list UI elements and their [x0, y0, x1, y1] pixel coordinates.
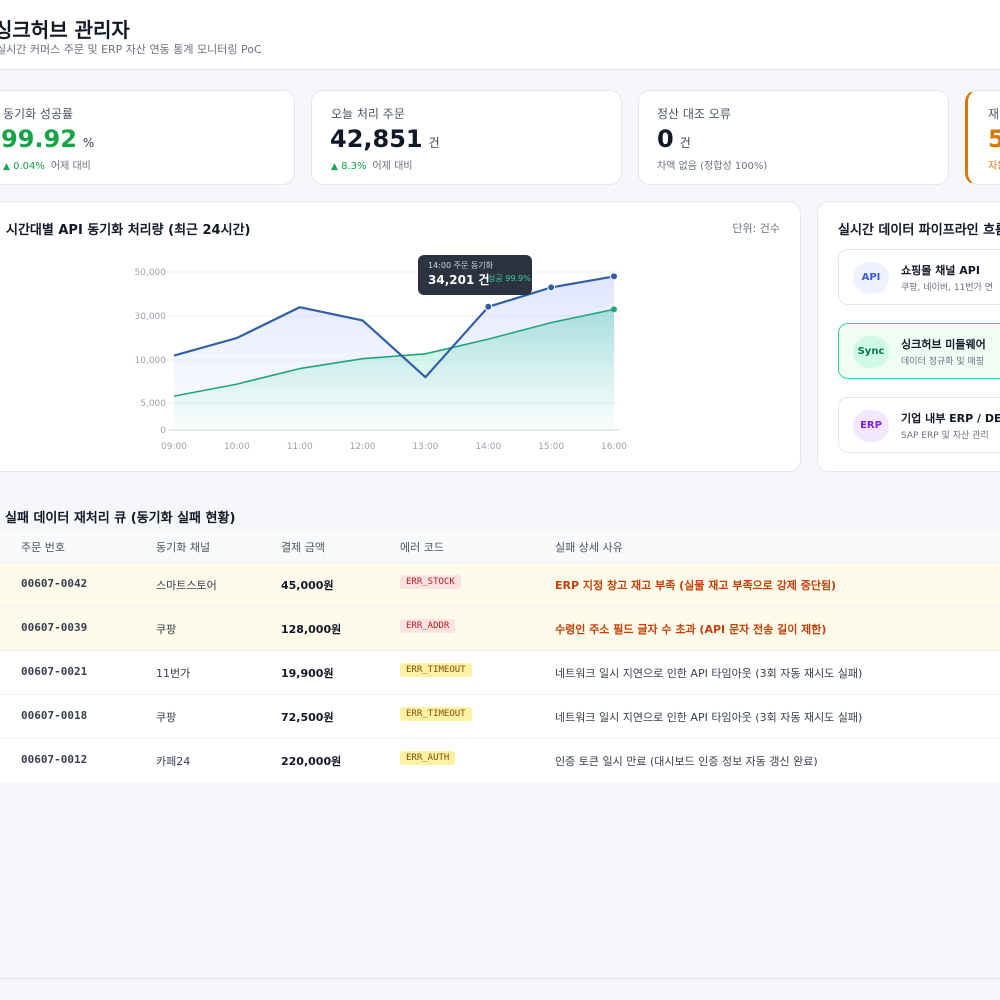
- kpi-label: 동기화 성공률: [3, 107, 74, 121]
- tooltip-time: 14:00 주문 동기화: [428, 261, 493, 270]
- pipeline-item-desc: 쿠팡, 네이버, 11번가 연: [901, 283, 993, 293]
- order-number: 00607-0018: [21, 709, 88, 722]
- column-header-amount: 결제 금액: [281, 541, 325, 554]
- tooltip-value: 34,201 건: [428, 273, 490, 287]
- kpi-card-sync-rate: 동기화 성공률 99.92% ▲ 0.04% 어제 대비: [0, 90, 295, 185]
- kpi-label: 정산 대조 오류: [657, 107, 731, 121]
- channel: 스마트스토어: [156, 579, 217, 592]
- amount: 128,000원: [281, 623, 342, 636]
- column-header-order: 주문 번호: [21, 541, 65, 554]
- page-title: 싱크허브 관리자: [0, 18, 130, 42]
- table-title: 실패 데이터 재처리 큐 (동기화 실패 현황): [5, 511, 236, 526]
- column-header-channel: 동기화 채널: [156, 541, 211, 554]
- sync-badge: Sync: [853, 336, 889, 368]
- failed-queue-section: 실패 데이터 재처리 큐 (동기화 실패 현황) 주문 번호 동기화 채널 결제…: [0, 490, 1000, 790]
- kpi-note: 자동: [988, 161, 1000, 172]
- pipeline-item-name: 싱크허브 미들웨어: [901, 338, 986, 351]
- column-header-reason: 실패 상세 사유: [555, 541, 623, 554]
- channel: 쿠팡: [156, 711, 177, 724]
- amount: 72,500원: [281, 711, 334, 724]
- amount: 45,000원: [281, 579, 334, 592]
- pipeline-card: 실시간 데이터 파이프라인 흐름 API 쇼핑몰 채널 API 쿠팡, 네이버,…: [817, 201, 1000, 472]
- failure-reason: 네트워크 일시 지연으로 인한 API 타임아웃 (3회 자동 재시도 실패): [555, 711, 863, 724]
- kpi-delta: ▲ 0.04% 어제 대비: [3, 161, 91, 172]
- pipeline-item-desc: SAP ERP 및 자산 관리: [901, 431, 989, 441]
- kpi-value: 42,851 건: [330, 125, 440, 153]
- error-code-badge: ERR_AUTH: [400, 751, 456, 765]
- kpi-label: 재: [988, 107, 1000, 121]
- failure-reason: 인증 토큰 일시 만료 (대시보드 인증 정보 자동 갱신 완료): [555, 755, 818, 768]
- table-row[interactable]: 00607-0042 스마트스토어 45,000원 ERR_STOCK ERP …: [0, 562, 1000, 606]
- pipeline-title: 실시간 데이터 파이프라인 흐름: [838, 223, 1000, 238]
- channel: 쿠팡: [156, 623, 177, 636]
- error-code-badge: ERR_ADDR: [400, 619, 456, 633]
- failure-reason: ERP 지정 창고 재고 부족 (실물 재고 부족으로 강제 중단됨): [555, 579, 837, 592]
- chart-tooltip: 14:00 주문 동기화 34,201 건 성공 99.9%: [418, 255, 532, 295]
- erp-badge: ERP: [853, 410, 889, 442]
- error-code-badge: ERR_TIMEOUT: [400, 663, 472, 677]
- page-header: 싱크허브 관리자 실시간 커머스 주문 및 ERP 자산 연동 통계 모니터링 …: [0, 0, 1000, 70]
- kpi-value: 5: [988, 125, 1000, 153]
- table-row[interactable]: 00607-0018 쿠팡 72,500원 ERR_TIMEOUT 네트워크 일…: [0, 694, 1000, 738]
- kpi-note: 차액 없음 (정합성 100%): [657, 161, 768, 172]
- pipeline-item-name: 기업 내부 ERP / DE: [901, 412, 1000, 425]
- order-number: 00607-0012: [21, 753, 88, 766]
- table-row[interactable]: 00607-0039 쿠팡 128,000원 ERR_ADDR 수령인 주소 필…: [0, 606, 1000, 650]
- order-number: 00607-0021: [21, 665, 88, 678]
- table-row[interactable]: 00607-0012 카페24 220,000원 ERR_AUTH 인증 토큰 …: [0, 738, 1000, 782]
- order-number: 00607-0039: [21, 621, 88, 634]
- arrow-up-icon: ▲: [3, 162, 10, 172]
- throughput-chart-card: 시간대별 API 동기화 처리량 (최근 24시간) 단위: 건수: [0, 201, 801, 472]
- channel: 카페24: [156, 755, 191, 768]
- column-header-error-code: 에러 코드: [400, 541, 444, 554]
- kpi-label: 오늘 처리 주문: [331, 107, 405, 121]
- failure-reason: 네트워크 일시 지연으로 인한 API 타임아웃 (3회 자동 재시도 실패): [555, 667, 863, 680]
- arrow-up-icon: ▲: [331, 162, 338, 172]
- pipeline-item-desc: 데이터 정규화 및 매핑: [901, 357, 985, 367]
- footer-divider: [0, 978, 1000, 979]
- table-row[interactable]: 00607-0021 11번가 19,900원 ERR_TIMEOUT 네트워크…: [0, 650, 1000, 694]
- failure-reason: 수령인 주소 필드 글자 수 초과 (API 문자 전송 길이 제한): [555, 623, 827, 636]
- pipeline-item-erp[interactable]: ERP 기업 내부 ERP / DE SAP ERP 및 자산 관리: [838, 397, 1000, 453]
- page-subtitle: 실시간 커머스 주문 및 ERP 자산 연동 통계 모니터링 PoC: [0, 43, 262, 56]
- order-number: 00607-0042: [21, 577, 88, 590]
- kpi-card-retry: 재 5 자동: [965, 90, 1000, 185]
- kpi-card-orders-today: 오늘 처리 주문 42,851 건 ▲ 8.3% 어제 대비: [311, 90, 622, 185]
- kpi-value: 99.92%: [1, 125, 95, 153]
- error-code-badge: ERR_STOCK: [400, 575, 461, 589]
- pipeline-item-middleware[interactable]: Sync 싱크허브 미들웨어 데이터 정규화 및 매핑: [838, 323, 1000, 379]
- pipeline-item-name: 쇼핑몰 채널 API: [901, 264, 980, 277]
- amount: 19,900원: [281, 667, 334, 680]
- api-badge: API: [853, 262, 889, 294]
- amount: 220,000원: [281, 755, 342, 768]
- chart-title: 시간대별 API 동기화 처리량 (최근 24시간): [6, 223, 251, 238]
- tooltip-success: 성공 99.9%: [488, 274, 531, 283]
- channel: 11번가: [156, 667, 191, 680]
- kpi-delta: ▲ 8.3% 어제 대비: [331, 161, 413, 172]
- error-code-badge: ERR_TIMEOUT: [400, 707, 472, 721]
- chart-unit-label: 단위: 건수: [732, 222, 780, 235]
- pipeline-item-channel-api[interactable]: API 쇼핑몰 채널 API 쿠팡, 네이버, 11번가 연: [838, 249, 1000, 305]
- table-header: 주문 번호 동기화 채널 결제 금액 에러 코드 실패 상세 사유: [0, 530, 1000, 562]
